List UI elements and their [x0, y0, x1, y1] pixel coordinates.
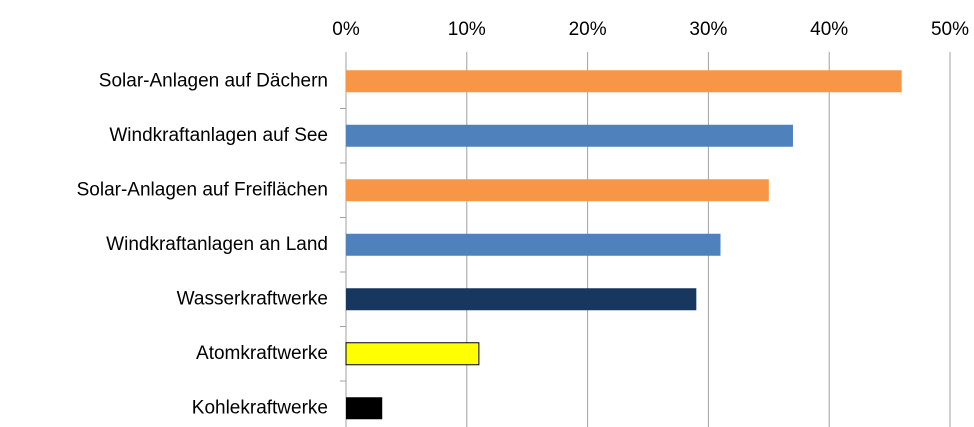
bar	[346, 70, 902, 93]
x-tick-label: 40%	[810, 19, 848, 40]
bar	[346, 233, 721, 256]
x-tick-label: 50%	[931, 19, 969, 40]
y-tick-label: Solar-Anlagen auf Freiflächen	[77, 179, 328, 200]
x-tick-label: 30%	[689, 19, 727, 40]
y-tick-label: Kohlekraftwerke	[192, 397, 328, 418]
x-tick-label: 0%	[332, 19, 360, 40]
y-tick-label: Atomkraftwerke	[196, 343, 328, 364]
bar	[345, 342, 480, 366]
y-tick-label: Solar-Anlagen auf Dächern	[99, 70, 328, 91]
bar	[346, 288, 697, 311]
bar	[346, 124, 793, 147]
bar	[346, 397, 383, 420]
x-tick-label: 20%	[569, 19, 607, 40]
y-tick-label: Windkraftanlagen auf See	[109, 125, 328, 146]
y-tick-label: Windkraftanlagen an Land	[106, 234, 328, 255]
x-tick-label: 10%	[448, 19, 486, 40]
y-tick-label: Wasserkraftwerke	[177, 288, 328, 309]
bar	[346, 179, 769, 202]
